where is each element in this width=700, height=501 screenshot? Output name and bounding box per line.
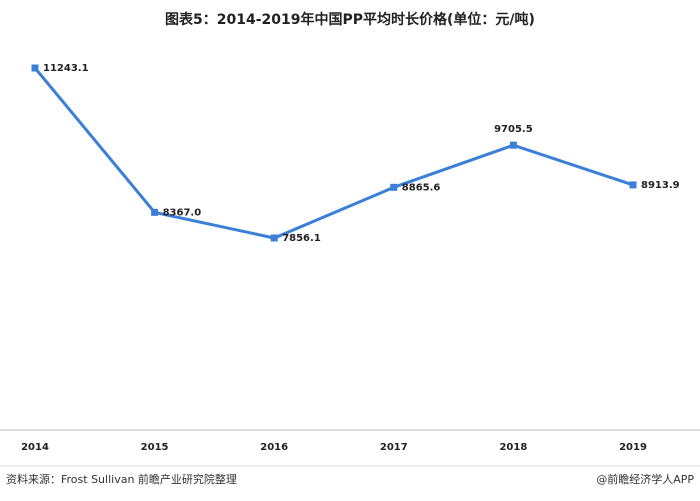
- x-tick-label: 2016: [260, 442, 288, 453]
- x-tick-label: 2015: [141, 442, 169, 453]
- value-label: 8913.9: [641, 180, 680, 191]
- value-label: 11243.1: [43, 63, 89, 74]
- value-label: 8865.6: [402, 182, 441, 193]
- marker: [270, 234, 278, 242]
- x-tick-label: 2014: [21, 442, 49, 453]
- marker: [31, 64, 39, 72]
- x-tick-label: 2018: [499, 442, 527, 453]
- marker: [509, 141, 517, 149]
- marker: [151, 208, 159, 216]
- chart-title: 图表5：2014-2019年中国PP平均时长价格(单位：元/吨): [165, 11, 535, 28]
- x-tick-label: 2017: [380, 442, 408, 453]
- line: [33, 67, 634, 240]
- marker: [390, 183, 398, 191]
- x-tick-label: 2019: [619, 442, 647, 453]
- source: 资料来源：Frost Sullivan 前瞻产业研究院整理: [6, 472, 237, 486]
- value-label: 9705.5: [494, 124, 533, 135]
- value-label: 8367.0: [163, 207, 202, 218]
- value-label: 7856.1: [282, 233, 321, 244]
- credit: @前瞻经济学人APP: [596, 472, 694, 486]
- marker: [629, 181, 637, 189]
